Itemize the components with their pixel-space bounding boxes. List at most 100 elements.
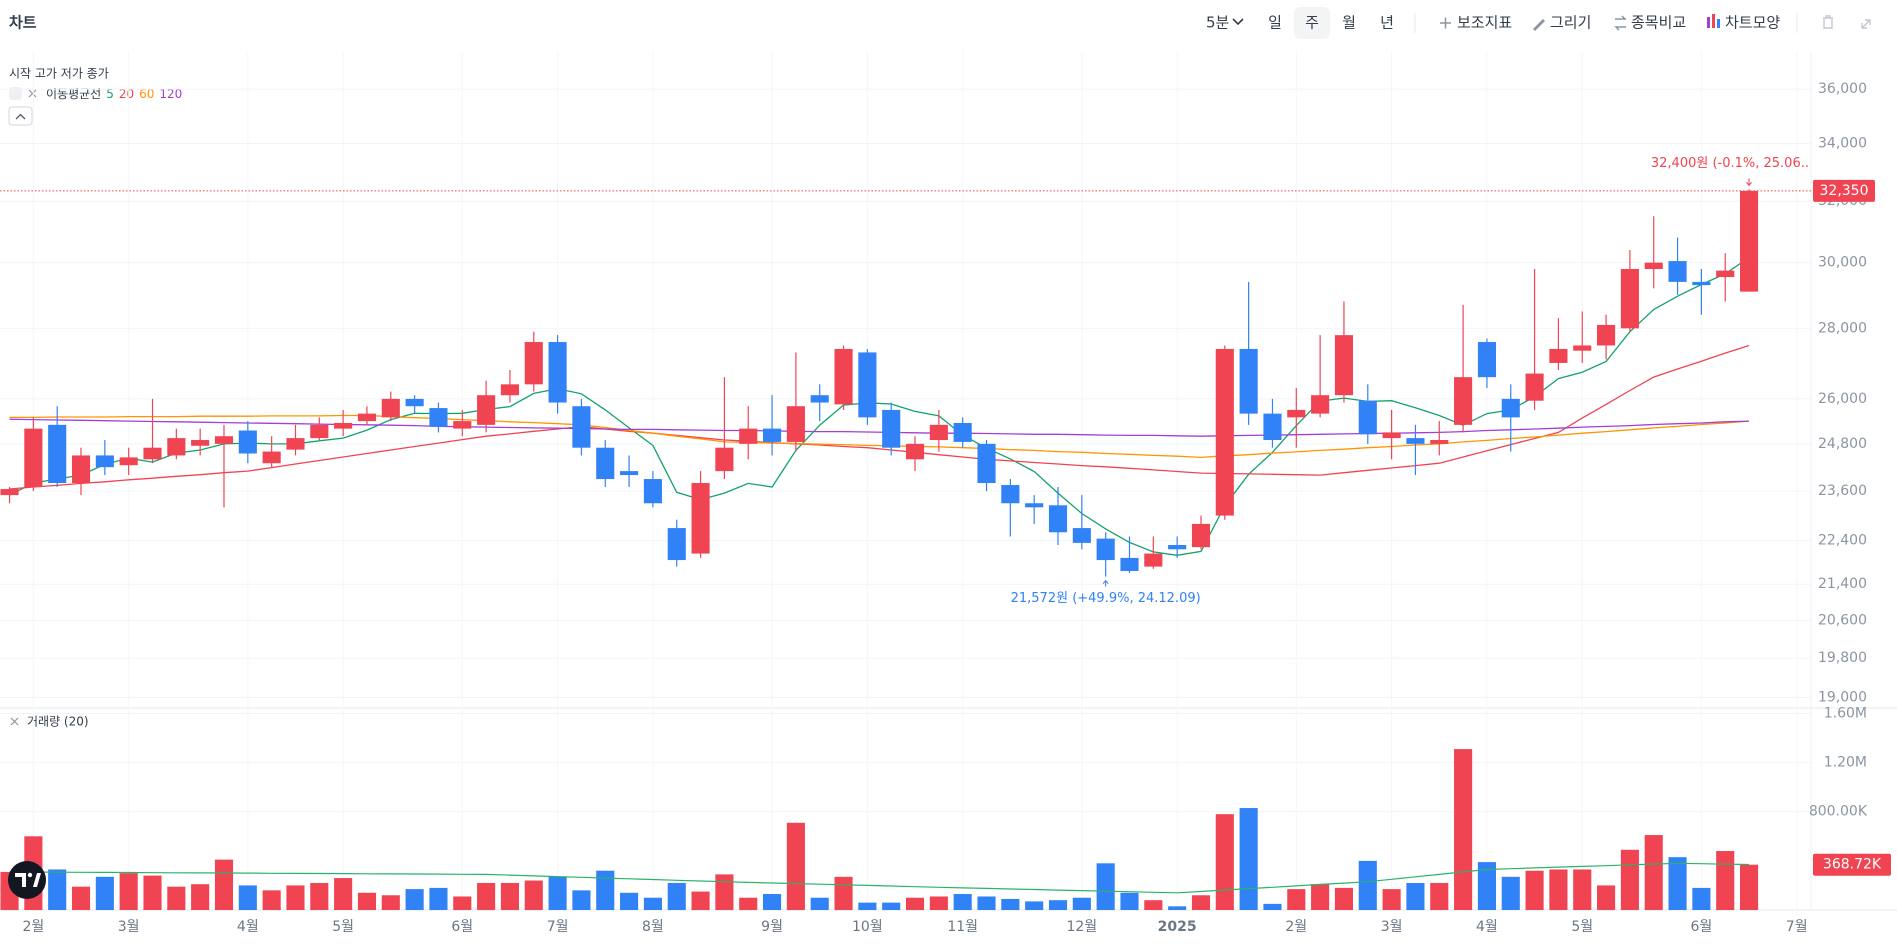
candle-body (1239, 348, 1258, 414)
volume-bar (620, 892, 639, 910)
y-tick-label: 19,000 (1818, 689, 1867, 705)
x-tick-label: 4월 (237, 919, 259, 935)
volume-legend: 거래량 (20) (27, 715, 89, 729)
volume-bar (1668, 857, 1687, 910)
volume-bar (572, 890, 591, 910)
period-button[interactable]: 월 (1342, 14, 1356, 32)
tool-button[interactable]: 그리기 (1550, 14, 1591, 32)
candle-body (1168, 545, 1187, 550)
period-button[interactable]: 년 (1380, 14, 1394, 32)
ma-legend-entry: 20 (119, 87, 134, 101)
volume-bar (95, 876, 114, 910)
volume-bar (691, 891, 710, 910)
close-button[interactable] (28, 89, 37, 98)
volume-bar (1048, 900, 1068, 910)
volume-bar (214, 859, 234, 910)
candle-body (1191, 523, 1211, 548)
tool-button[interactable]: 보조지표 (1457, 14, 1512, 32)
last-price-tag (1813, 179, 1875, 202)
x-tick-label: 7월 (1786, 919, 1808, 935)
candle-body (977, 443, 996, 484)
candle-body (1739, 190, 1759, 292)
ohlc-legend: 시작 고가 저가 종가 (9, 67, 109, 81)
interval-label[interactable]: 5분 (1206, 14, 1230, 32)
candle-body (1382, 432, 1401, 439)
candle-body (953, 422, 972, 442)
period-button[interactable]: 일 (1268, 14, 1282, 32)
candle-body (548, 342, 567, 403)
y-tick-label: 1.20M (1824, 755, 1867, 771)
x-tick-label: 3월 (118, 919, 140, 935)
last-volume-tag (1813, 853, 1891, 876)
candle-body (405, 398, 424, 407)
x-tick-label: 3월 (1381, 919, 1403, 935)
volume-bar (262, 890, 281, 910)
volume-bar (596, 870, 615, 910)
candle-body (310, 424, 329, 439)
candle-body (810, 395, 829, 403)
candle-body (1144, 553, 1163, 567)
ma-legend: 이동평균선 5 20 60 120 (46, 87, 182, 101)
tool-button[interactable]: 차트모양 (1725, 14, 1780, 32)
x-tick-label: 2025 (1158, 919, 1197, 935)
collapse-button[interactable] (1861, 19, 1871, 29)
candle-body (596, 447, 615, 480)
tool-button[interactable]: 종목비교 (1631, 14, 1686, 32)
volume-bar (1215, 814, 1234, 910)
volume-bar (1597, 885, 1616, 910)
candle-body (572, 406, 591, 448)
volume-bar (119, 873, 138, 910)
candle-body (1430, 440, 1449, 444)
candle-body (143, 447, 162, 460)
candle-body (858, 352, 877, 418)
volume-bar (1072, 897, 1091, 910)
candle-body (1215, 348, 1234, 516)
eye-button[interactable] (9, 87, 22, 100)
ma-line (9, 414, 1750, 459)
candle-body (1311, 395, 1330, 414)
volume-bar (786, 822, 805, 910)
interval-select[interactable]: 5분 (1206, 14, 1244, 32)
volume-bar (1716, 851, 1735, 910)
volume-bar (1144, 900, 1163, 910)
volume-bar (739, 897, 758, 910)
volume-bar (1644, 835, 1663, 910)
candle-body (1406, 438, 1425, 444)
volume-bar (1263, 903, 1282, 910)
candle-body (1001, 485, 1020, 504)
trash-button[interactable] (1823, 15, 1833, 29)
y-tick-label: 24,800 (1818, 436, 1867, 452)
volume-bar (643, 897, 662, 910)
volume-bar (1382, 889, 1401, 910)
close-button[interactable] (10, 717, 19, 726)
candle-body (643, 479, 662, 504)
candle-body (1334, 335, 1354, 396)
volume-bar (477, 882, 496, 910)
period-button[interactable]: 주 (1305, 14, 1319, 32)
volume-bar (1120, 892, 1139, 910)
x-tick-label: 6월 (1690, 919, 1712, 935)
candle-body (24, 428, 43, 488)
volume-bar (858, 902, 877, 910)
candle-body (1096, 538, 1115, 561)
volume-bar (1311, 884, 1330, 910)
volume-bar (667, 882, 686, 910)
tradingview-logo[interactable] (8, 861, 46, 899)
candle-body (48, 424, 67, 484)
volume-bar (1191, 895, 1211, 910)
y-tick-label: 800.00K (1809, 804, 1868, 820)
volume-bar (167, 886, 186, 910)
candle-body (1477, 342, 1496, 378)
x-tick-label: 5월 (1571, 919, 1593, 935)
volume-bar (905, 897, 925, 910)
collapse-legend-button[interactable] (8, 106, 33, 126)
candle-body (1358, 400, 1377, 435)
candle-body (334, 422, 353, 429)
ma-legend-entry: 60 (139, 87, 154, 101)
volume-bar (834, 876, 853, 910)
y-tick-label: 22,400 (1818, 533, 1867, 549)
candle-body (882, 409, 901, 448)
volume-bar (405, 889, 424, 910)
candle-body (238, 430, 257, 454)
ma-line (9, 344, 1750, 490)
